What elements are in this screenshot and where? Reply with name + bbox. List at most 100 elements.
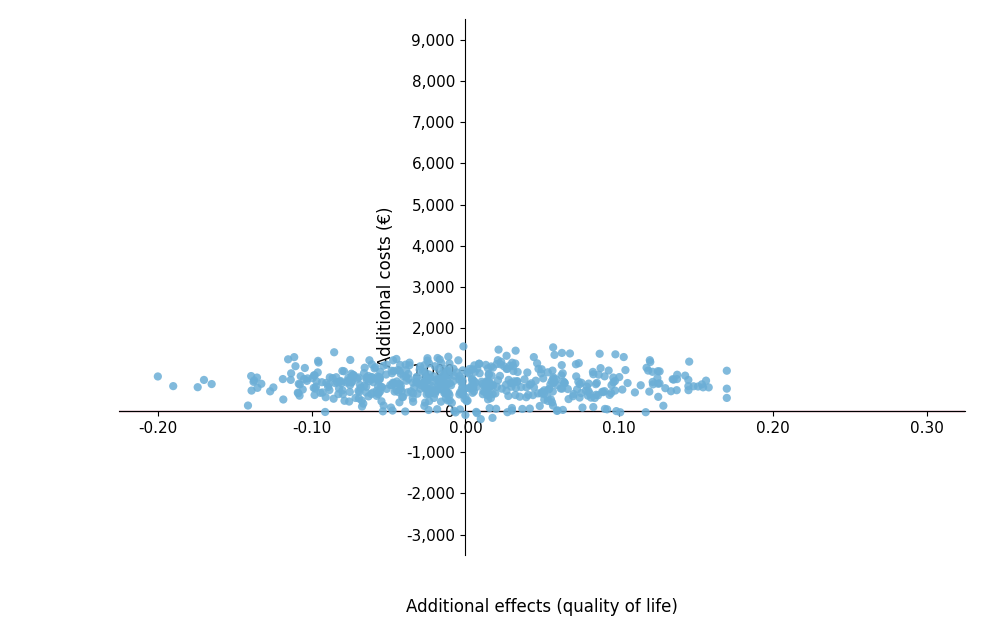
Point	[518, 392, 534, 402]
Point	[343, 373, 359, 383]
Point	[472, 414, 488, 424]
Point	[402, 358, 417, 368]
Point	[330, 389, 346, 399]
Point	[459, 396, 475, 406]
Point	[466, 367, 482, 377]
Point	[428, 404, 444, 414]
Point	[464, 364, 480, 374]
Point	[386, 366, 402, 376]
Point	[543, 394, 559, 404]
Point	[545, 342, 561, 352]
Point	[453, 377, 469, 387]
Point	[371, 374, 387, 384]
Point	[394, 386, 410, 396]
Point	[438, 380, 454, 390]
Point	[465, 376, 481, 386]
Point	[360, 371, 376, 381]
Point	[651, 367, 667, 377]
Point	[437, 367, 453, 377]
Point	[545, 374, 561, 384]
Point	[540, 396, 556, 406]
Point	[398, 360, 414, 370]
Point	[364, 359, 380, 369]
Point	[541, 384, 557, 394]
Point	[419, 353, 435, 363]
Point	[412, 362, 427, 372]
Point	[351, 393, 367, 403]
Point	[398, 365, 414, 375]
Point	[371, 387, 387, 398]
Point	[503, 403, 519, 413]
Point	[476, 380, 492, 391]
Point	[246, 377, 261, 387]
Point	[398, 372, 414, 382]
Point	[514, 404, 530, 414]
Point	[500, 375, 516, 385]
Point	[477, 380, 493, 390]
Point	[391, 398, 407, 408]
Point	[478, 378, 494, 388]
Point	[535, 374, 551, 384]
Point	[419, 384, 435, 394]
Point	[596, 386, 612, 396]
Point	[485, 380, 501, 391]
Point	[536, 394, 552, 404]
Point	[557, 378, 573, 388]
Point	[432, 379, 448, 389]
Point	[655, 401, 671, 411]
Point	[588, 378, 604, 388]
Point	[544, 365, 560, 375]
Point	[680, 385, 696, 395]
Point	[421, 372, 437, 382]
Point	[492, 359, 508, 369]
Point	[358, 382, 374, 392]
Point	[357, 363, 373, 373]
Point	[580, 379, 596, 389]
Point	[468, 407, 484, 417]
Point	[370, 374, 386, 384]
Point	[342, 380, 358, 390]
Point	[461, 364, 477, 374]
Point	[408, 377, 423, 387]
Point	[346, 370, 362, 380]
Point	[324, 373, 340, 383]
Point	[339, 376, 355, 386]
Point	[408, 373, 423, 383]
Point	[243, 371, 258, 381]
Point	[344, 371, 360, 381]
Point	[419, 356, 435, 366]
Point	[498, 380, 514, 390]
Point	[533, 364, 549, 374]
Point	[644, 367, 660, 377]
Point	[417, 384, 433, 394]
Point	[556, 377, 572, 387]
Point	[307, 384, 323, 394]
Point	[340, 373, 356, 383]
Point	[286, 352, 302, 362]
Point	[400, 387, 415, 398]
Point	[420, 396, 436, 406]
Point	[474, 379, 490, 389]
Point	[430, 375, 446, 385]
Point	[347, 393, 363, 403]
Point	[413, 380, 428, 390]
Point	[410, 378, 425, 388]
Point	[343, 369, 359, 379]
Point	[600, 365, 616, 375]
Point	[430, 380, 446, 390]
Point	[644, 379, 660, 389]
Point	[384, 380, 400, 390]
Point	[464, 388, 480, 398]
Point	[480, 370, 496, 380]
Point	[369, 372, 385, 382]
Point	[360, 373, 376, 383]
Point	[150, 372, 166, 382]
Point	[570, 377, 585, 387]
Point	[354, 401, 370, 411]
Point	[565, 391, 580, 401]
Point	[490, 345, 506, 355]
Point	[587, 390, 603, 400]
Point	[420, 405, 436, 415]
Point	[306, 370, 322, 380]
Point	[385, 406, 401, 416]
